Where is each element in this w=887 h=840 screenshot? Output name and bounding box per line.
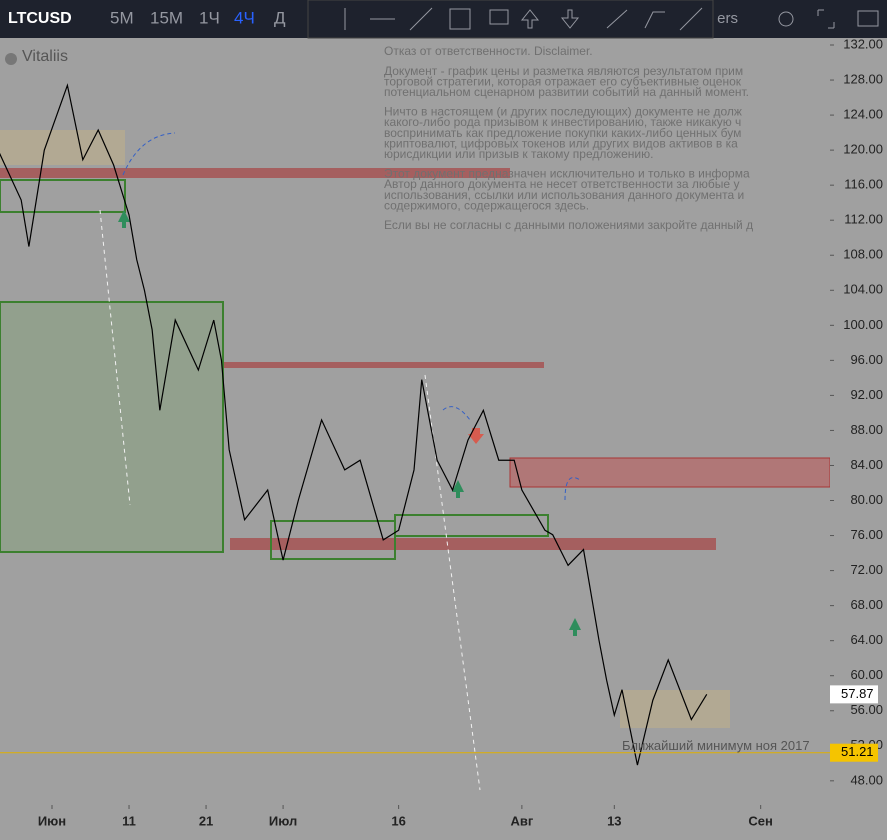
y-tick-label: 124.00 (843, 107, 883, 122)
disclaimer-line: криптовалют, цифровых токенов или других… (384, 136, 738, 150)
y-tick-label: 72.00 (850, 562, 883, 577)
y-tick-label: 128.00 (843, 71, 883, 86)
y-tick-label: 76.00 (850, 527, 883, 542)
y-tick-label: 92.00 (850, 387, 883, 402)
y-tick-label: 96.00 (850, 352, 883, 367)
interval[interactable]: 5М (110, 8, 134, 27)
drawing-tools[interactable] (344, 7, 879, 31)
y-tick-label: 68.00 (850, 597, 883, 612)
interval[interactable]: Д (274, 8, 286, 27)
avatar (5, 53, 17, 65)
y-tick-label: 116.00 (844, 177, 883, 192)
disclaimer-line: содержимого, содержащегося здесь. (384, 198, 589, 212)
indicators[interactable]: ers (717, 10, 738, 27)
x-tick-label: 11 (122, 813, 136, 828)
interval[interactable]: 15М (150, 8, 183, 27)
disclaimer-line: воспринимать как предложение покупки как… (384, 126, 741, 140)
y-tick-label: 64.00 (850, 632, 883, 647)
y-tick-label: 100.00 (843, 317, 883, 332)
disclaimer-line: Этот документ предназначен исключительно… (384, 167, 750, 181)
disclaimer-line: Ничто в настоящем (и других последующих)… (384, 105, 742, 119)
disclaimer-line: торговой стратегии, которая отражает его… (384, 74, 742, 88)
x-tick-label: Июл (269, 813, 297, 828)
level-label: 51.21 (841, 744, 874, 759)
price-line (0, 83, 708, 766)
annotation: Ближайший минимум ноя 2017 (622, 738, 810, 753)
disclaimer-line: потенциальном сценарном развитии событий… (384, 85, 749, 99)
disclaimer-line: использования, ссылки или использования … (384, 188, 744, 202)
disclaimer-line: Отказ от ответственности. Disclaimer. (384, 44, 593, 58)
interval[interactable]: 1Ч (199, 8, 220, 27)
y-tick-label: 132.00 (843, 36, 883, 51)
level-tag (830, 743, 878, 762)
y-tick-label: 56.00 (850, 702, 883, 717)
y-tick-label: 112.00 (844, 212, 883, 227)
y-tick-label: 120.00 (843, 142, 883, 157)
y-tick-label: 48.00 (850, 772, 883, 787)
username: Vitaliis (22, 48, 68, 65)
interval[interactable]: 4Ч (234, 8, 255, 27)
drawing-toolbar (307, 0, 714, 39)
last-price-label: 57.87 (841, 686, 874, 701)
x-tick-label: Сен (748, 813, 772, 828)
x-tick-label: 21 (199, 813, 213, 828)
y-tick-label: 80.00 (850, 492, 883, 507)
disclaimer-line: Автор данного документа не несет ответст… (384, 177, 739, 191)
symbol[interactable]: LTCUSD (8, 10, 72, 27)
y-tick-label: 60.00 (850, 667, 883, 682)
y-tick-label: 108.00 (843, 247, 883, 262)
disclaimer-line: Если вы не согласны с данными положениям… (384, 218, 753, 232)
x-tick-label: 13 (607, 813, 621, 828)
y-tick-label: 104.00 (843, 282, 883, 297)
last-price-tag (830, 685, 878, 704)
disclaimer-line: какого-либо рода призывом к инвестирован… (384, 115, 741, 129)
x-tick-label: Июн (38, 813, 66, 828)
disclaimer-line: юрисдикции или призыв к такому предложен… (384, 147, 653, 161)
disclaimer-line: Документ - график цены и разметка являют… (384, 64, 743, 78)
price-axis (830, 38, 887, 805)
y-tick-label: 88.00 (850, 422, 883, 437)
x-tick-label: 16 (391, 813, 405, 828)
x-tick-label: Авг (510, 813, 533, 828)
y-tick-label: 84.00 (850, 457, 883, 472)
